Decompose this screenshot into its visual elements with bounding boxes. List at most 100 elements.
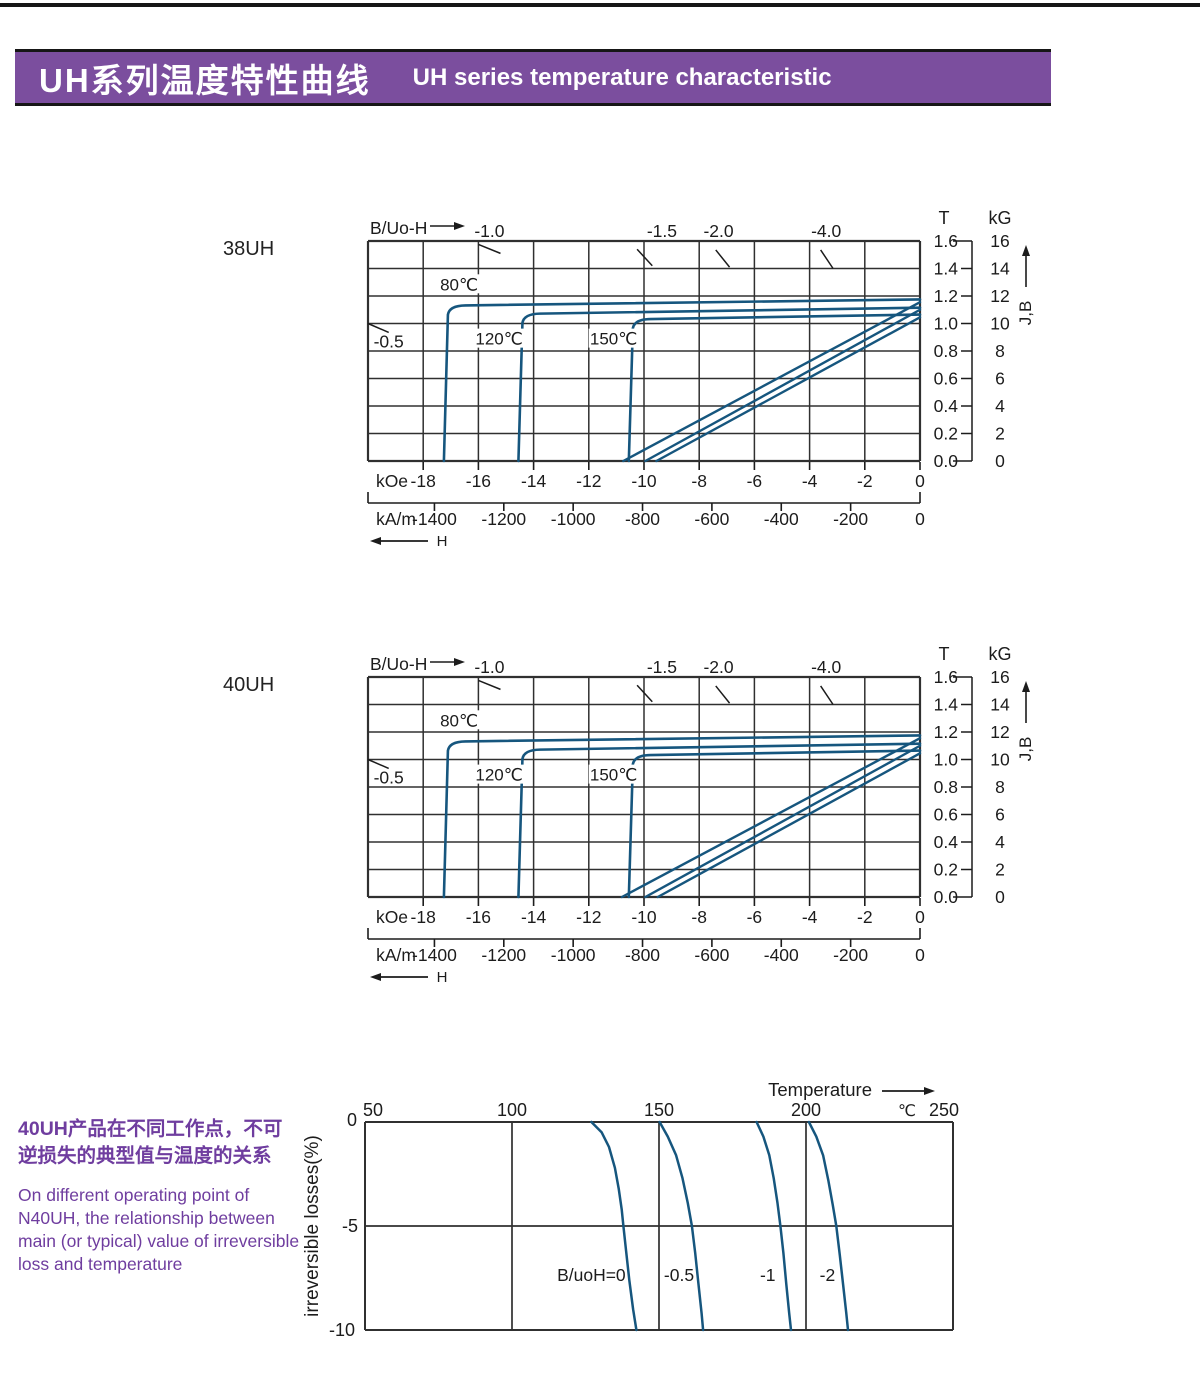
t-tick-label: 0.2 [934, 860, 958, 880]
koe-tick-label: 0 [915, 471, 925, 491]
kg-tick-label: 0 [995, 451, 1005, 471]
load-line-tick [820, 249, 834, 269]
kg-tick-label: 12 [990, 722, 1009, 742]
temp-tick-label: 250 [929, 1100, 959, 1120]
temperature-label: Temperature [768, 1079, 872, 1100]
t-tick-label: 1.6 [934, 667, 958, 687]
t-tick-label: 0.6 [934, 369, 958, 389]
kg-tick-label: 4 [995, 832, 1005, 852]
t-tick-label: 1.0 [934, 314, 959, 334]
kg-tick-label: 6 [995, 805, 1005, 825]
j-curve [442, 734, 922, 899]
temp-label: 80℃ [440, 711, 478, 730]
t-unit: T [939, 208, 950, 228]
t-unit: T [939, 644, 950, 664]
load-line-label: -2.0 [703, 221, 733, 241]
chart-title-40uh: 40UH [223, 674, 275, 696]
temp-label-bg [588, 764, 639, 784]
t-tick-label: 1.2 [934, 722, 958, 742]
load-line-label: -1.0 [474, 657, 504, 677]
koe-tick-label: -18 [411, 471, 436, 491]
page-header: UH系列温度特性曲线 UH series temperature charact… [15, 49, 1051, 106]
koe-tick-label: -10 [631, 471, 657, 491]
loss-curve-label: B/uoH=0 [557, 1265, 626, 1285]
kam-tick-label: -800 [625, 945, 660, 965]
note-en-line: loss and temperature [18, 1254, 183, 1274]
t-tick-label: 1.0 [934, 750, 959, 770]
temp-tick-label: 100 [497, 1100, 527, 1120]
kam-tick-label: -1400 [412, 509, 457, 529]
kg-tick-label: 4 [995, 396, 1005, 416]
kam-tick-label: -200 [833, 509, 868, 529]
load-line-label: -4.0 [811, 221, 841, 241]
loss-curve [755, 1120, 793, 1332]
loss-curve-label: -2 [820, 1265, 836, 1285]
load-line-tick [715, 249, 731, 268]
h-label: H [437, 533, 448, 550]
note-block: 40UH产品在不同工作点，不可 逆损失的典型值与温度的关系 On differe… [18, 1116, 318, 1276]
kg-tick-label: 10 [990, 314, 1010, 334]
buoh-label: B/Uo-H [370, 218, 427, 238]
koe-tick-label: -12 [576, 907, 601, 927]
kam-tick-label: -600 [694, 509, 729, 529]
temp-label-bg [438, 274, 481, 294]
kg-tick-label: 14 [990, 695, 1010, 715]
kg-tick-label: 16 [990, 667, 1009, 687]
kg-tick-label: 8 [995, 341, 1005, 361]
j-curve [627, 749, 922, 899]
temp-tick-label: 200 [791, 1100, 821, 1120]
h-label: H [437, 969, 448, 986]
load-line-tick [367, 322, 389, 334]
koe-tick-label: -2 [857, 907, 873, 927]
temp-unit: ℃ [898, 1103, 916, 1120]
buoh-label: B/Uo-H [370, 654, 427, 674]
b-curve [644, 744, 922, 899]
t-tick-label: 0.2 [934, 424, 958, 444]
kam-unit: kA/m [376, 509, 416, 529]
kg-tick-label: 2 [995, 860, 1005, 880]
arrowhead [1022, 681, 1030, 692]
t-tick-label: 0.8 [934, 777, 958, 797]
note-en-line: main (or typical) value of irreversible [18, 1231, 300, 1251]
kam-tick-label: -800 [625, 509, 660, 529]
load-line-tick [820, 685, 834, 705]
kam-tick-label: -400 [764, 509, 799, 529]
load-line-label: -2.0 [703, 657, 733, 677]
page-title-cn: UH系列温度特性曲线 [39, 61, 371, 99]
load-line-label: -1.5 [647, 221, 677, 241]
t-tick-label: 1.2 [934, 286, 958, 306]
load-line-label: -1.0 [474, 221, 504, 241]
jb-label: J,B [1016, 301, 1035, 326]
temp-label: 80℃ [440, 275, 478, 294]
kam-unit: kA/m [376, 945, 416, 965]
loss-curve-label: -1 [760, 1265, 776, 1285]
koe-tick-label: -6 [747, 907, 763, 927]
load-line-tick [478, 243, 501, 255]
page-title-en: UH series temperature characteristic [412, 63, 832, 91]
koe-unit: kOe [376, 907, 408, 927]
koe-tick-label: -2 [857, 471, 873, 491]
loss-curve [807, 1120, 850, 1332]
kg-tick-label: 16 [990, 231, 1009, 251]
arrowhead [370, 537, 381, 545]
b-curve [655, 316, 922, 463]
load-line-label: -1.5 [647, 657, 677, 677]
koe-tick-label: -16 [466, 907, 491, 927]
koe-tick-label: -12 [576, 471, 601, 491]
note-cn-line: 40UH产品在不同工作点，不可 [18, 1118, 283, 1140]
t-tick-label: 0.6 [934, 805, 958, 825]
kam-tick-label: -1400 [412, 945, 457, 965]
temp-label-bg [438, 710, 481, 730]
j-curve [442, 298, 922, 463]
kam-tick-label: -600 [694, 945, 729, 965]
note-en-line: On different operating point of [18, 1185, 250, 1205]
kam-tick-label: -1000 [551, 509, 596, 529]
loss-axis-title: irreversible losses(%) [302, 1135, 323, 1317]
kg-unit: kG [988, 208, 1011, 228]
kg-tick-label: 2 [995, 424, 1005, 444]
loss-curve [590, 1120, 638, 1332]
koe-tick-label: -10 [631, 907, 657, 927]
load-line-tick [367, 758, 389, 770]
temp-label-bg [588, 328, 639, 348]
